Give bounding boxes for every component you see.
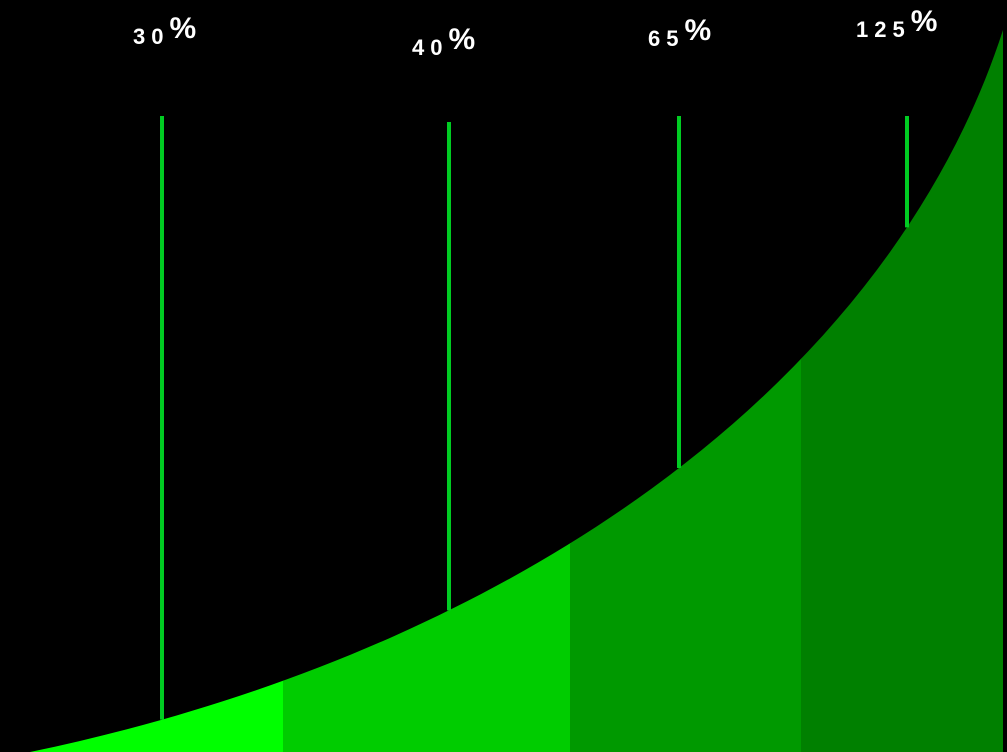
percent-sign: % — [169, 12, 197, 45]
percent-sign: % — [684, 14, 712, 47]
curve-segment-2 — [283, 30, 571, 752]
percent-label-number: 30 — [133, 24, 170, 49]
percent-label-40: 40% — [412, 25, 475, 61]
percent-sign: % — [910, 5, 938, 38]
curve-segment-3 — [570, 30, 802, 752]
percent-label-number: 65 — [648, 26, 685, 51]
percent-label-65: 65% — [648, 16, 711, 52]
percent-label-30: 30% — [133, 14, 196, 50]
curve-segment-1 — [30, 30, 284, 752]
percent-label-125: 125% — [856, 7, 937, 43]
percent-sign: % — [448, 23, 476, 56]
percent-label-number: 40 — [412, 35, 449, 60]
percent-label-number: 125 — [856, 17, 911, 42]
curve-segment-4 — [801, 30, 1003, 752]
